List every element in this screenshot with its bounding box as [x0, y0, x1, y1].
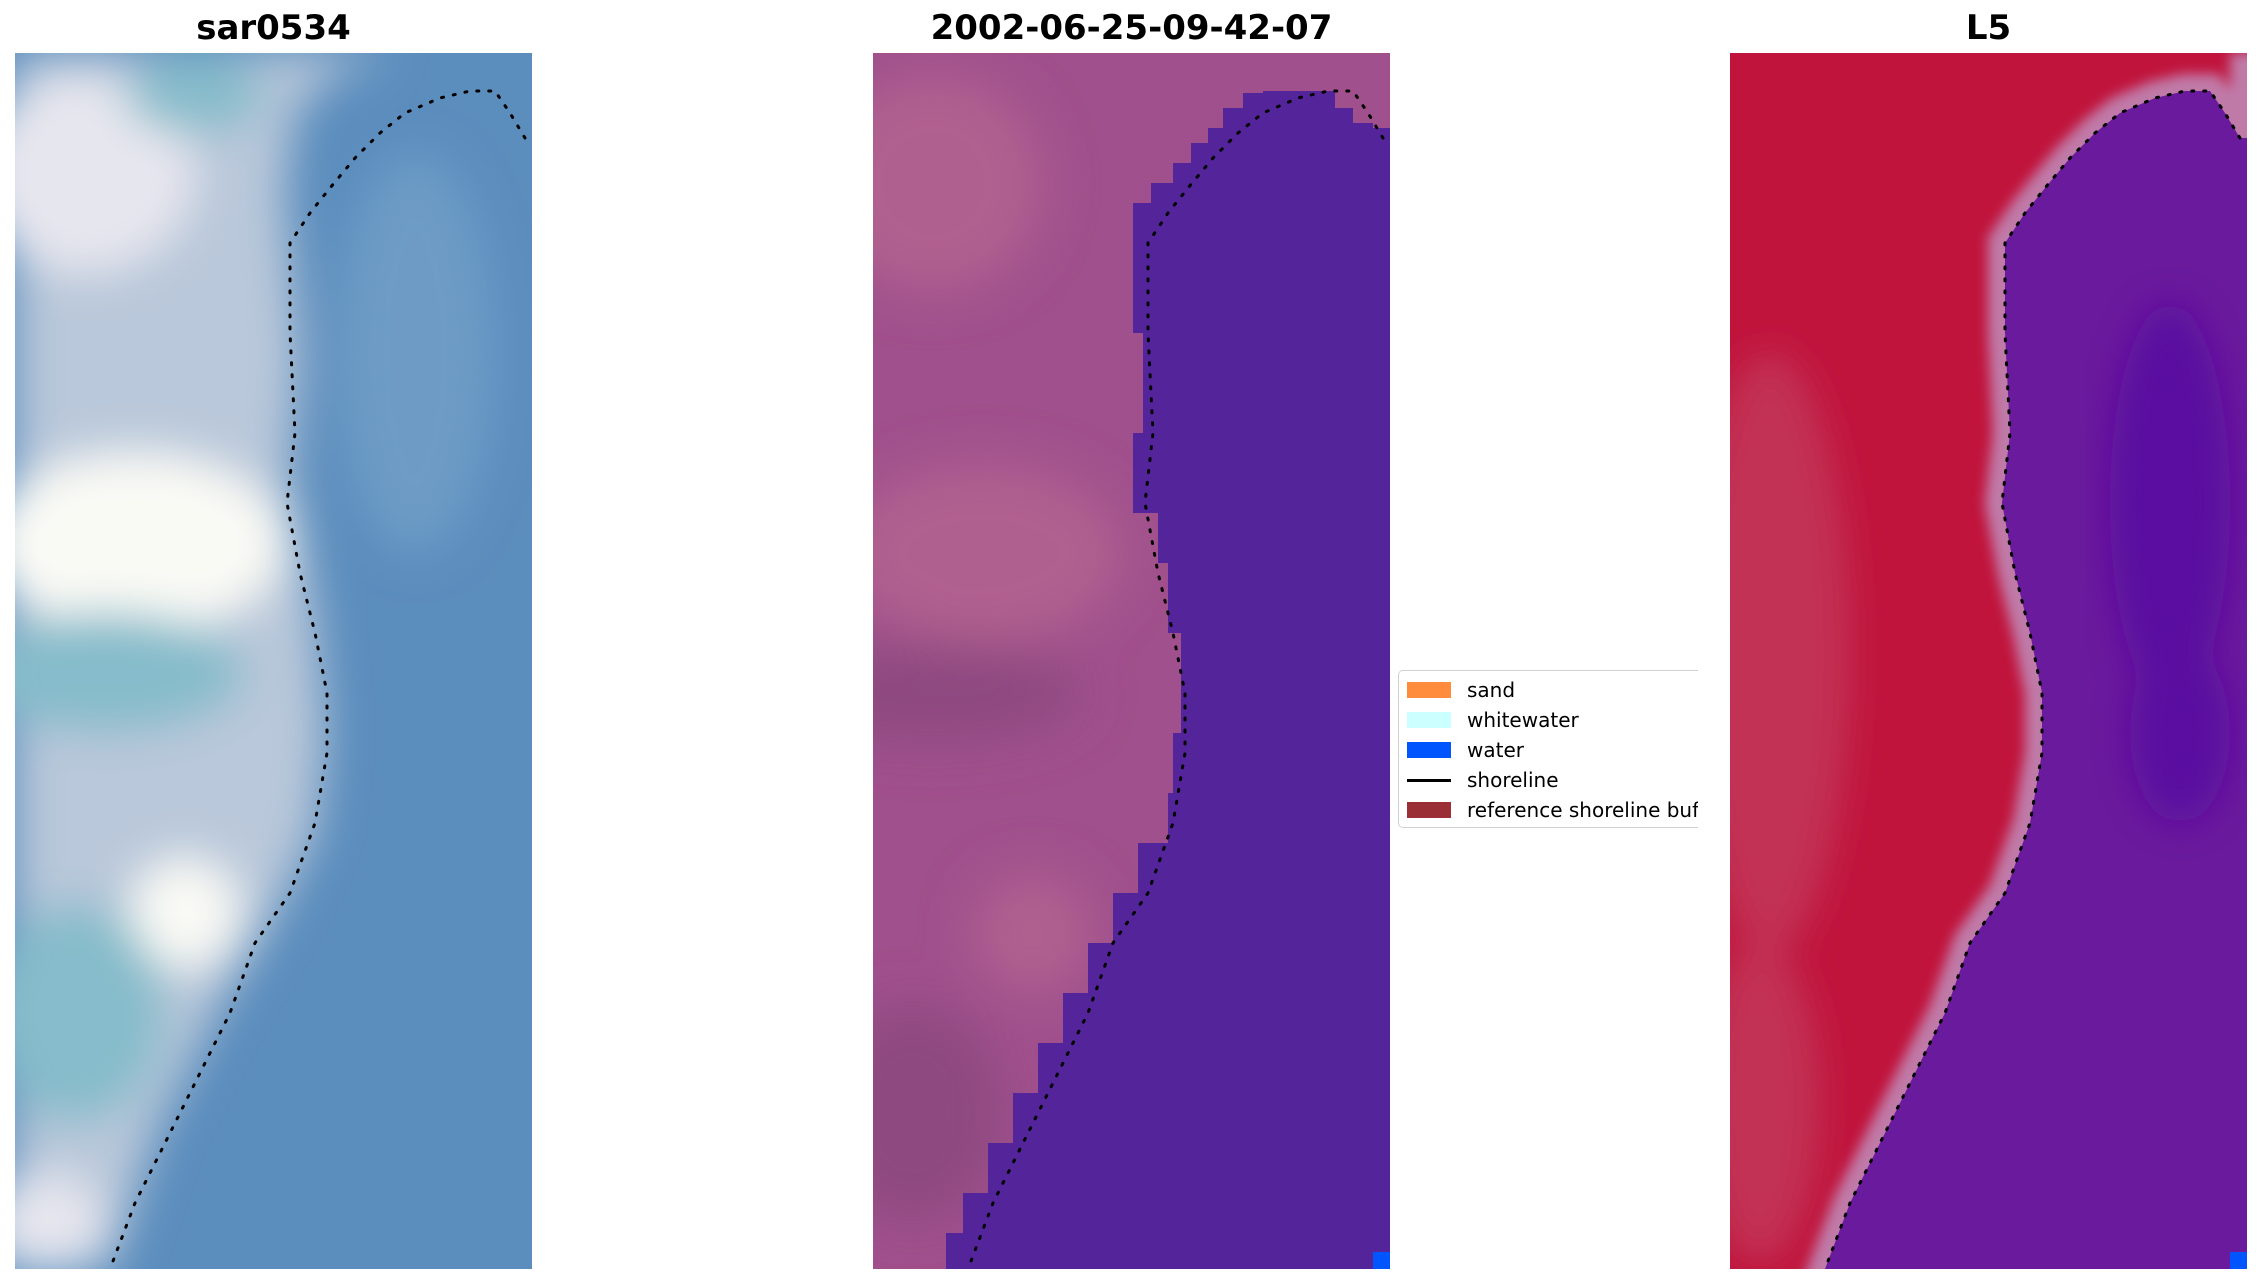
- legend-swatch-whitewater: [1407, 712, 1451, 728]
- panel-title-date: 2002-06-25-09-42-07: [930, 8, 1333, 48]
- panel-title-l5: L5: [1965, 8, 2012, 48]
- land-light-patch: [1730, 353, 1850, 953]
- legend-label-sand: sand: [1467, 678, 1516, 702]
- legend-label-shoreline: shoreline: [1467, 768, 1559, 792]
- legend-label-water: water: [1467, 738, 1524, 762]
- land-teal-patch: [15, 613, 245, 733]
- water-pixel: [1373, 1252, 1390, 1269]
- land-teal-patch-top: [125, 53, 265, 133]
- legend: sand whitewater water shoreline referenc…: [1398, 670, 1698, 828]
- probability-image: [1730, 53, 2247, 1269]
- land-light-patch-2: [15, 1173, 105, 1269]
- legend-swatch-water: [1407, 742, 1451, 758]
- land-light-patch-2: [1730, 943, 1820, 1263]
- water-region: [946, 91, 1390, 1269]
- land-bright-patch-2: [130, 858, 240, 968]
- legend-item-buffer: reference shoreline buffer: [1407, 795, 1698, 825]
- water-pixel: [2230, 1252, 2247, 1269]
- shoreline: [1823, 89, 2242, 1269]
- shoreline: [966, 89, 1385, 1269]
- panel-rgb-image: [15, 53, 532, 1269]
- water-light-patch: [335, 153, 495, 553]
- land-teal-patch-2: [15, 903, 165, 1123]
- land-bright-patch: [15, 453, 285, 633]
- water-dark-patch-2: [2130, 643, 2230, 823]
- land-light-patch: [873, 73, 1043, 293]
- classified-image: [873, 53, 1390, 1269]
- legend-label-buffer: reference shoreline buffer: [1467, 798, 1698, 822]
- legend-item-shoreline: shoreline: [1407, 765, 1559, 795]
- panel-probability-image: [1730, 53, 2247, 1269]
- land-dark-patch-2: [873, 1003, 1003, 1223]
- legend-item-water: water: [1407, 735, 1524, 765]
- rgb-image: [15, 53, 532, 1269]
- water-dark-patch: [2110, 303, 2230, 703]
- land-light-patch-3: [973, 873, 1093, 993]
- land-dark-patch: [873, 643, 1083, 743]
- panel-classified-image: [873, 53, 1390, 1269]
- panel-title-sar0534: sar0534: [196, 8, 351, 48]
- legend-swatch-buffer: [1407, 802, 1451, 818]
- legend-item-whitewater: whitewater: [1407, 705, 1579, 735]
- legend-swatch-sand: [1407, 682, 1451, 698]
- legend-line-shoreline: [1407, 778, 1451, 782]
- legend-label-whitewater: whitewater: [1467, 708, 1579, 732]
- shoreline: [108, 89, 527, 1269]
- legend-item-sand: sand: [1407, 675, 1515, 705]
- land-light-patch-2: [873, 463, 1123, 643]
